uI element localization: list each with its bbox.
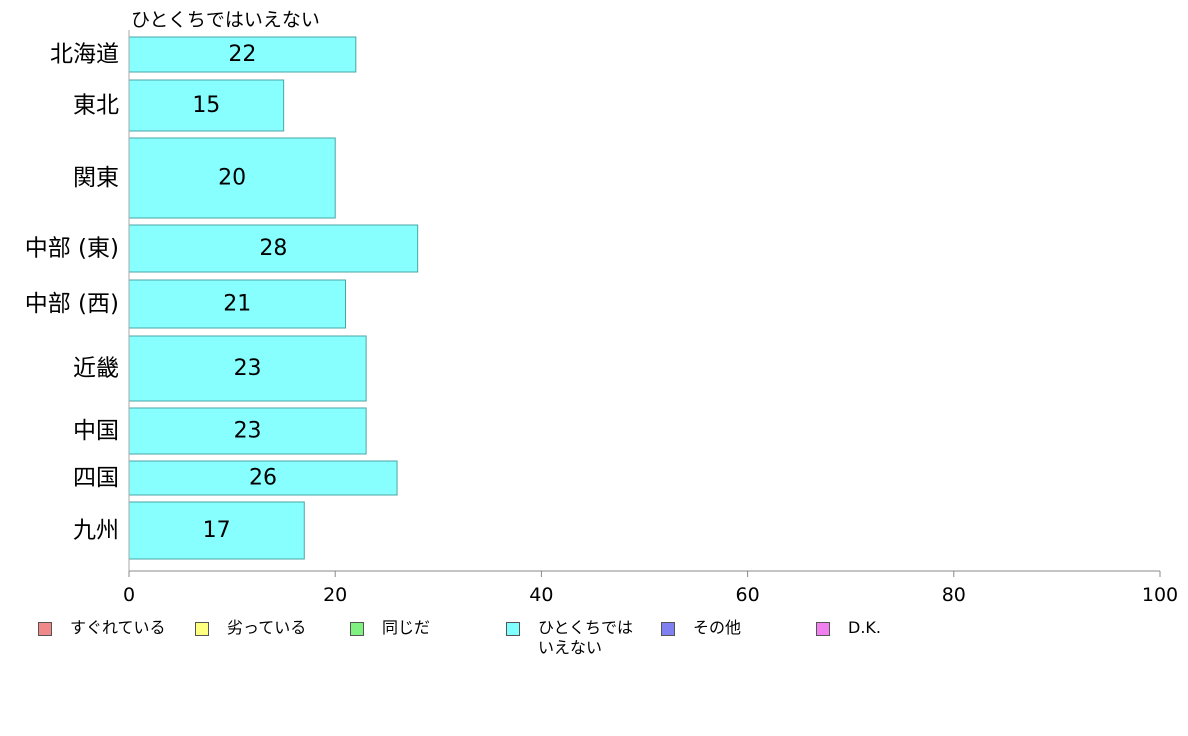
legend-item: 劣っている [195, 618, 306, 638]
data-label: 21 [223, 292, 251, 317]
legend-label: すぐれている [70, 618, 166, 637]
category-label: 北海道 [50, 42, 119, 68]
category-label: 中部 (西) [25, 291, 119, 317]
data-label: 23 [234, 356, 262, 381]
category-label: 東北 [73, 93, 119, 119]
x-tick-label: 20 [323, 584, 347, 606]
legend-label: 劣っている [227, 618, 307, 637]
bar [128, 224, 419, 273]
category-label: 中国 [73, 418, 119, 444]
data-label: 22 [228, 42, 256, 67]
legend-item: ひとくちでは いえない [506, 618, 633, 658]
x-tick-label: 60 [736, 584, 760, 606]
legend-label: 同じだ [382, 618, 431, 637]
data-label: 20 [218, 166, 246, 191]
legend-swatch [38, 622, 52, 636]
legend-item: その他 [661, 618, 741, 638]
legend-item: D.K. [816, 618, 881, 638]
legend-swatch [350, 622, 364, 636]
data-label: 28 [259, 236, 287, 261]
legend-item: すぐれている [38, 618, 166, 638]
legend-swatch [195, 622, 209, 636]
series-title: ひとくちではいえない [131, 9, 320, 31]
bar [128, 279, 347, 329]
category-label: 関東 [73, 165, 119, 191]
data-label: 26 [249, 466, 277, 491]
legend-label: ひとくちでは いえない [538, 618, 634, 657]
data-label: 15 [192, 93, 220, 118]
x-tick-label: 80 [942, 584, 966, 606]
bar [128, 407, 367, 455]
bar [128, 460, 398, 496]
legend-swatch [816, 622, 830, 636]
legend-label: D.K. [848, 618, 881, 637]
category-label: 中部 (東) [25, 236, 119, 262]
bar [128, 79, 285, 132]
x-tick-label: 40 [529, 584, 553, 606]
legend-swatch [661, 622, 675, 636]
bar [128, 36, 357, 73]
legend: すぐれている 劣っている 同じだ ひとくちでは いえない その他 D.K. [38, 618, 1158, 668]
bar [128, 335, 367, 402]
data-label: 23 [234, 419, 262, 444]
legend-swatch [506, 622, 520, 636]
bar [128, 137, 336, 219]
x-tick-label: 100 [1142, 584, 1178, 606]
legend-label: その他 [693, 618, 742, 637]
category-label: 近畿 [73, 356, 119, 382]
data-label: 17 [203, 518, 231, 543]
legend-item: 同じだ [350, 618, 430, 638]
category-label: 九州 [73, 518, 119, 544]
category-label: 四国 [73, 465, 119, 491]
x-tick-label: 0 [123, 584, 135, 606]
